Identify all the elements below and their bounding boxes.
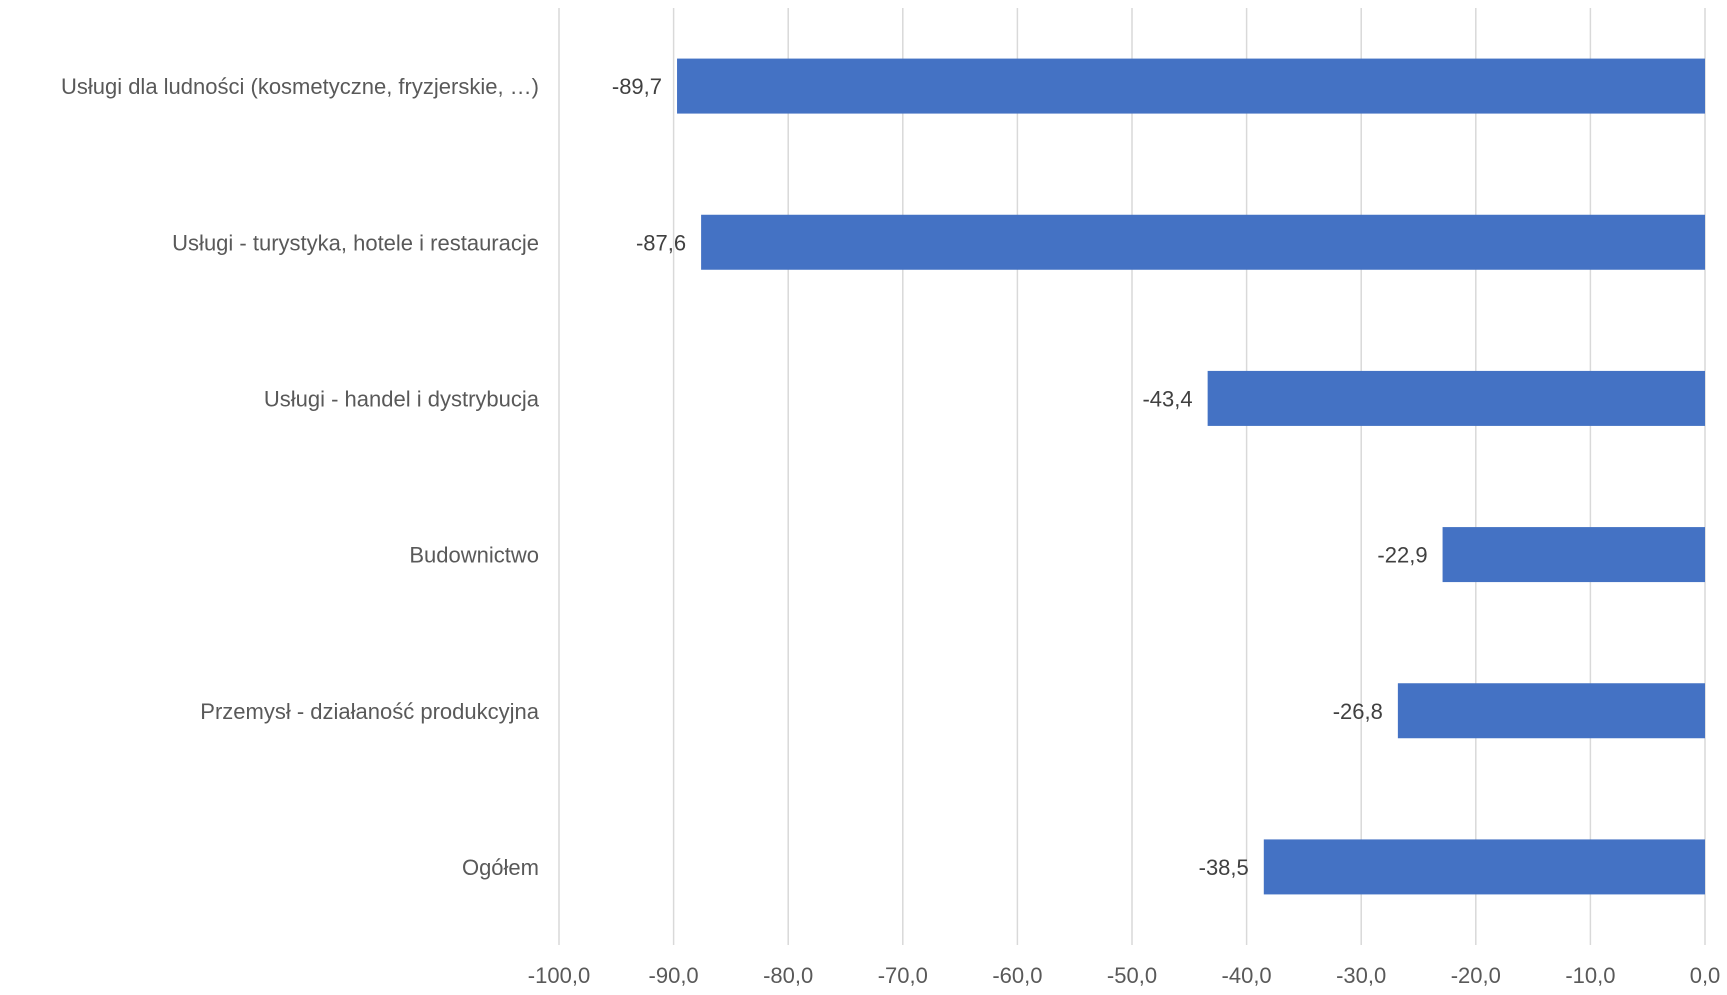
x-tick-label: -70,0 <box>878 963 928 988</box>
bar-data-label: -89,7 <box>612 74 662 99</box>
x-tick-label: -60,0 <box>992 963 1042 988</box>
category-label: Usługi - turystyka, hotele i restauracje <box>172 230 539 255</box>
category-label: Budownictwo <box>409 543 539 568</box>
x-tick-label: -40,0 <box>1222 963 1272 988</box>
category-label: Przemysł - działaność produkcyjna <box>200 699 539 724</box>
x-tick-label: -50,0 <box>1107 963 1157 988</box>
category-label: Usługi - handel i dystrybucja <box>264 386 540 411</box>
gridlines <box>558 8 1706 945</box>
bar-data-label: -22,9 <box>1377 543 1427 568</box>
bar-data-label: -87,6 <box>636 230 686 255</box>
bars <box>677 58 1705 895</box>
x-tick-label: -80,0 <box>763 963 813 988</box>
data-labels: -89,7 -87,6 -43,4 -22,9 -26,8 -38,5 <box>612 74 1428 880</box>
x-tick-label: -100,0 <box>528 963 590 988</box>
category-label: Usługi dla ludności (kosmetyczne, fryzje… <box>61 74 539 99</box>
bar <box>677 58 1705 114</box>
x-tick-label: 0,0 <box>1690 963 1721 988</box>
bar <box>1263 839 1705 895</box>
x-tick-label: -90,0 <box>649 963 699 988</box>
x-tick-label: -10,0 <box>1565 963 1615 988</box>
bar <box>1207 370 1705 426</box>
bar <box>701 214 1705 270</box>
x-axis-tick-labels: -100,0 -90,0 -80,0 -70,0 -60,0 -50,0 -40,0 -30,… <box>528 963 1720 988</box>
x-tick-label: -20,0 <box>1451 963 1501 988</box>
bar-data-label: -43,4 <box>1142 386 1192 411</box>
bar <box>1397 683 1705 739</box>
bar <box>1442 527 1705 583</box>
category-label: Ogółem <box>462 855 539 880</box>
bar-data-label: -38,5 <box>1199 855 1249 880</box>
category-labels: Usługi dla ludności (kosmetyczne, fryzje… <box>61 74 540 880</box>
x-tick-label: -30,0 <box>1336 963 1386 988</box>
bar-data-label: -26,8 <box>1333 699 1383 724</box>
